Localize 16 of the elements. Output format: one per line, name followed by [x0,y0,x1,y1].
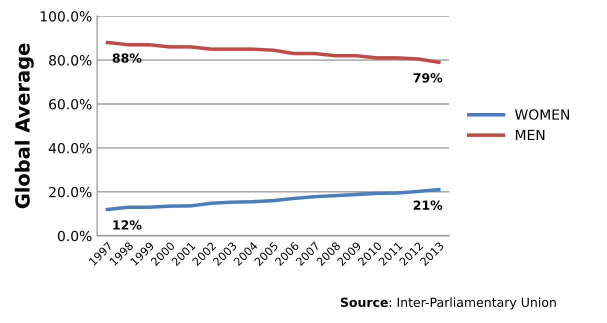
y-tick-label: 60.0% [49,98,92,110]
legend-label: MEN [516,130,544,140]
y-axis-title: Global Average [14,44,34,208]
data-label: 88% [112,53,142,63]
data-label: 21% [414,200,442,210]
source-note: Source: Inter-Parliamentary Union [340,297,556,310]
y-tick-label: 0.0% [58,230,92,242]
y-tick-label: 40.0% [48,142,92,154]
legend-label: WOMEN [515,109,570,120]
y-tick-label: 100.0% [40,11,92,22]
data-label: 12% [113,220,142,230]
line-series [106,40,441,64]
data-label: 79% [414,73,442,83]
y-tick-label: 20.0% [49,186,92,198]
y-tick-label: 80.0% [49,55,92,66]
line-series [106,188,441,212]
